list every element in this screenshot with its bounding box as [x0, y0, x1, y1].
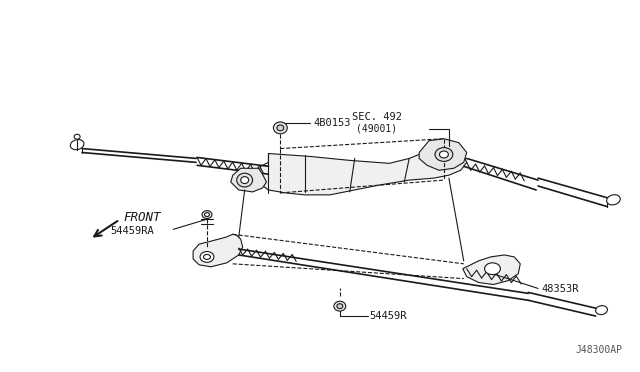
Ellipse shape [205, 212, 209, 217]
Ellipse shape [337, 304, 343, 309]
Text: FRONT: FRONT [124, 211, 161, 224]
Ellipse shape [237, 173, 253, 187]
Text: 48353R: 48353R [541, 285, 579, 294]
Ellipse shape [200, 251, 214, 262]
Ellipse shape [334, 301, 346, 311]
Polygon shape [231, 168, 266, 192]
Ellipse shape [204, 254, 211, 259]
Ellipse shape [607, 195, 620, 205]
Text: SEC. 492: SEC. 492 [352, 112, 402, 122]
Ellipse shape [74, 134, 80, 139]
Polygon shape [259, 148, 467, 195]
Ellipse shape [484, 263, 500, 275]
Text: 4B0153: 4B0153 [313, 118, 351, 128]
Text: (49001): (49001) [356, 124, 397, 134]
Ellipse shape [202, 211, 212, 218]
Polygon shape [463, 255, 520, 285]
Ellipse shape [241, 177, 248, 183]
Ellipse shape [277, 125, 284, 131]
Polygon shape [193, 234, 243, 267]
Text: 54459RA: 54459RA [110, 226, 154, 236]
Ellipse shape [440, 151, 449, 158]
Ellipse shape [596, 306, 607, 315]
Ellipse shape [70, 140, 84, 150]
Ellipse shape [435, 148, 453, 161]
Ellipse shape [273, 122, 287, 134]
Text: J48300AP: J48300AP [575, 346, 622, 355]
Text: 54459R: 54459R [369, 311, 407, 321]
Polygon shape [419, 139, 467, 170]
